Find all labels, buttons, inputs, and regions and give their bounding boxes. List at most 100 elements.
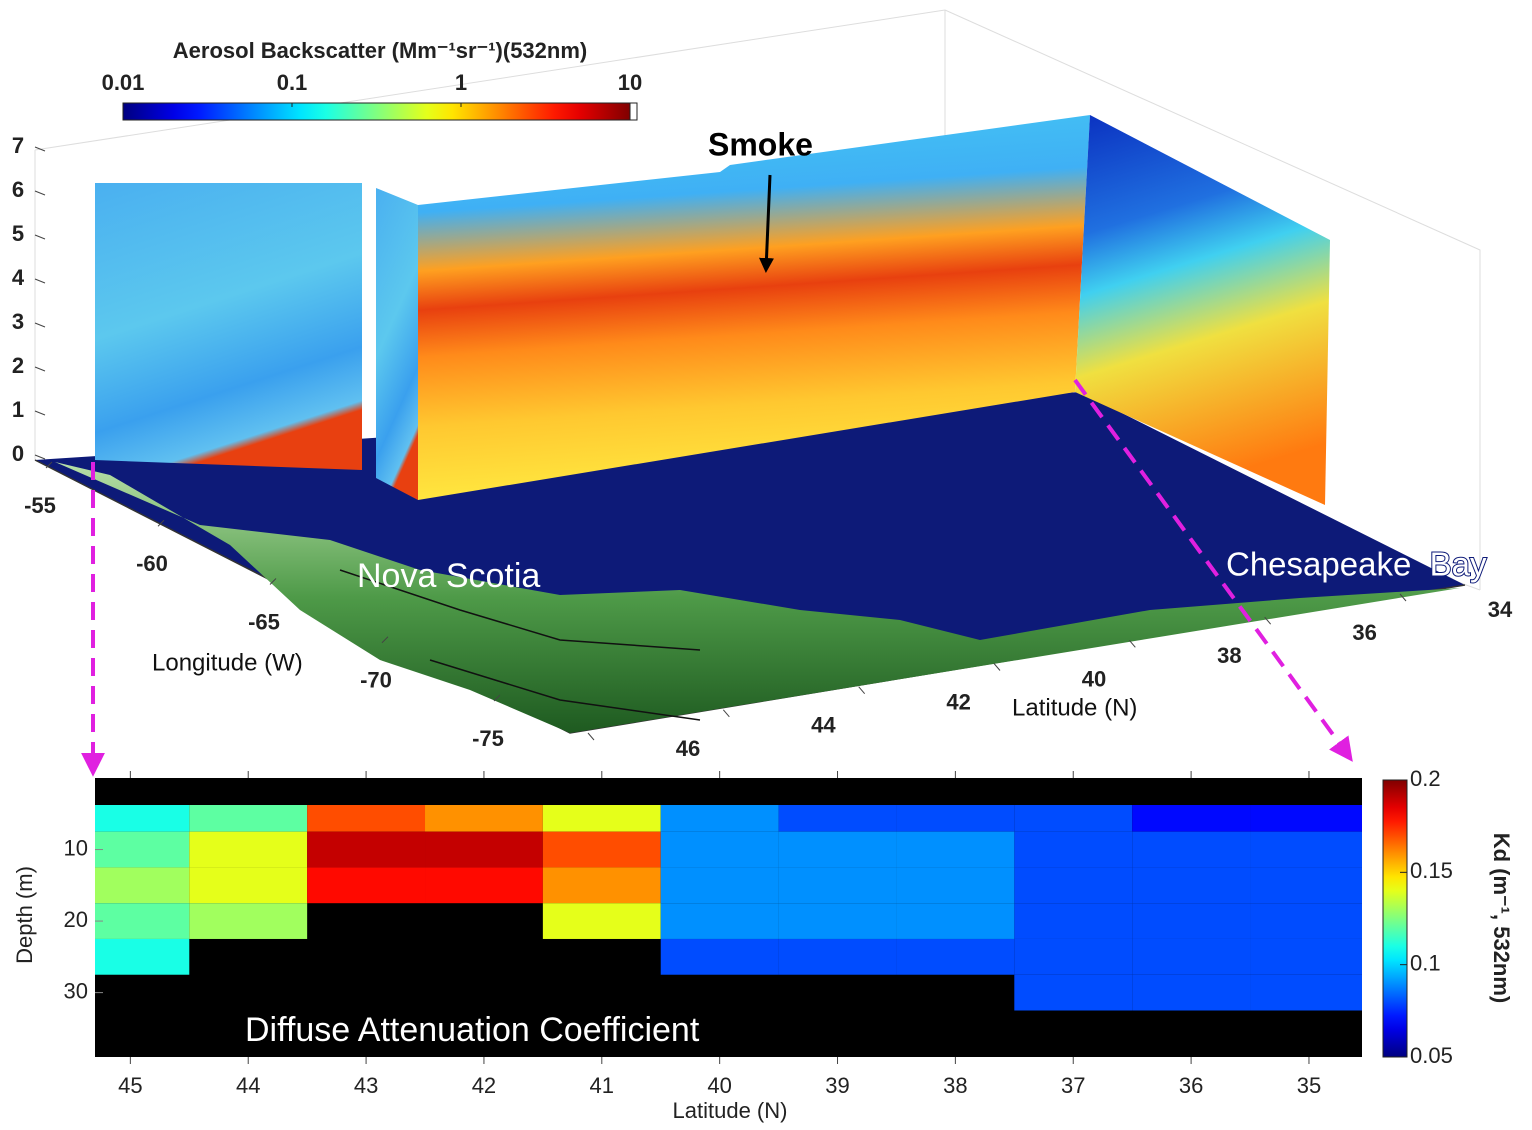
x-tick-label: -60 <box>136 551 168 576</box>
heatmap-cell <box>1132 903 1251 939</box>
heatmap-cell <box>189 903 308 939</box>
heatmap-cell <box>1014 974 1133 1011</box>
x-tick-label: 36 <box>1179 1073 1203 1098</box>
curtain-back <box>418 115 1090 500</box>
panel-heatmap: Diffuse Attenuation Coefficient Latitude… <box>12 778 1514 1123</box>
heatmap-cell <box>189 831 308 868</box>
heatmap-cell <box>896 831 1015 868</box>
heatmap-cell <box>896 903 1015 939</box>
x-tick-label: -55 <box>24 493 56 518</box>
heatmap-cell <box>778 938 897 975</box>
x-tick-label: -70 <box>360 668 392 693</box>
colorbar-label: Kd (m⁻¹, 532nm) <box>1489 833 1514 1004</box>
heatmap-cell <box>307 831 426 868</box>
y-axis-label: Depth (m) <box>12 866 37 964</box>
annotation: Diffuse Attenuation Coefficient <box>245 1011 700 1049</box>
y-tick-mark <box>1128 640 1136 648</box>
heatmap-cell <box>1250 867 1362 904</box>
y-axis-label: Latitude (N) <box>1012 694 1137 721</box>
z-tick-label: 6 <box>12 177 24 202</box>
colorbar-tick-label: 10 <box>618 70 642 95</box>
z-tick-label: 0 <box>12 441 24 466</box>
heatmap-cell <box>1132 831 1251 868</box>
link-arrow <box>1073 378 1353 762</box>
heatmap-cell <box>1132 938 1251 975</box>
x-tick-mark <box>45 461 53 469</box>
colorbar <box>122 102 631 121</box>
y-tick-label: 46 <box>676 736 700 761</box>
curtain-mid <box>376 188 418 500</box>
y-tick-label: 34 <box>1488 597 1513 622</box>
heatmap-cell <box>896 867 1015 904</box>
heatmap-cell <box>1014 831 1133 868</box>
heatmap-cell <box>95 867 190 904</box>
heatmap-cell <box>1132 867 1251 904</box>
heatmap-cell <box>660 938 779 975</box>
colorbar <box>1382 779 1408 1058</box>
y-tick-label: 30 <box>64 978 88 1003</box>
curtain-left <box>95 183 362 470</box>
heatmap-cell <box>778 903 897 939</box>
y-tick-label: 44 <box>811 713 836 738</box>
y-tick-label: 36 <box>1352 620 1376 645</box>
heatmap-cell <box>778 831 897 868</box>
heatmap-cell <box>1014 938 1133 975</box>
heatmap-cell <box>1132 974 1251 1011</box>
colorbar-tick-label: 0.05 <box>1410 1043 1453 1068</box>
y-tick-mark <box>1399 593 1407 602</box>
x-tick-label: 42 <box>472 1073 496 1098</box>
z-tick-mark <box>34 322 46 328</box>
heatmap-cell <box>542 903 661 939</box>
z-tick-mark <box>34 190 46 196</box>
x-tick-mark <box>381 636 389 644</box>
x-tick-label: 41 <box>590 1073 614 1098</box>
heatmap-cell <box>307 867 426 904</box>
x-tick-mark <box>493 694 501 702</box>
y-tick-label: 40 <box>1082 666 1106 691</box>
colorbar-tick-label: 0.01 <box>102 70 145 95</box>
y-tick-label: 38 <box>1217 643 1241 668</box>
heatmap-cell <box>542 867 661 904</box>
z-tick-label: 7 <box>12 133 24 158</box>
heatmap-cell <box>660 903 779 939</box>
heatmap-cell <box>95 831 190 868</box>
z-tick-mark <box>34 146 46 152</box>
y-tick-mark <box>993 663 1001 671</box>
heatmap-cell <box>660 831 779 868</box>
y-tick-label: 20 <box>64 907 88 932</box>
y-tick-mark <box>1264 616 1272 625</box>
x-tick-label: 43 <box>354 1073 378 1098</box>
heatmap-cell <box>1014 903 1133 939</box>
x-tick-label: -65 <box>248 609 280 634</box>
heatmap-cell <box>1250 831 1362 868</box>
colorbar-tick-label: 0.1 <box>1410 950 1441 975</box>
coastline <box>339 569 701 721</box>
x-tick-mark <box>269 578 277 585</box>
z-tick-label: 2 <box>12 353 24 378</box>
heatmap-cell <box>542 831 661 868</box>
heatmap-cell <box>425 831 543 868</box>
y-tick-label: 10 <box>64 835 88 860</box>
heatmap-cell <box>1250 903 1362 939</box>
heatmap-cell <box>896 938 1015 975</box>
z-tick-label: 5 <box>12 221 24 246</box>
z-tick-mark <box>34 278 46 284</box>
y-tick-mark <box>587 732 595 741</box>
x-tick-label: 40 <box>707 1073 731 1098</box>
x-tick-label: -75 <box>472 726 504 751</box>
heatmap-cell <box>189 867 308 904</box>
annotation: Nova Scotia <box>357 557 540 595</box>
z-tick-label: 4 <box>12 265 25 290</box>
heatmap-cell <box>95 938 190 975</box>
smoke-arrow <box>759 174 774 273</box>
surface-band <box>95 778 1362 805</box>
heatmap-cell <box>95 903 190 939</box>
colorbar-end <box>629 102 638 121</box>
curtain-right <box>1075 115 1330 505</box>
z-tick-mark <box>34 410 46 416</box>
annotation: Chesapeake Bay <box>1226 546 1487 583</box>
colorbar-tick-label: 0.2 <box>1410 766 1441 791</box>
colorbar-tick-label: 0.15 <box>1410 858 1453 883</box>
y-tick-label: 42 <box>946 689 970 714</box>
z-tick-mark <box>34 366 46 372</box>
